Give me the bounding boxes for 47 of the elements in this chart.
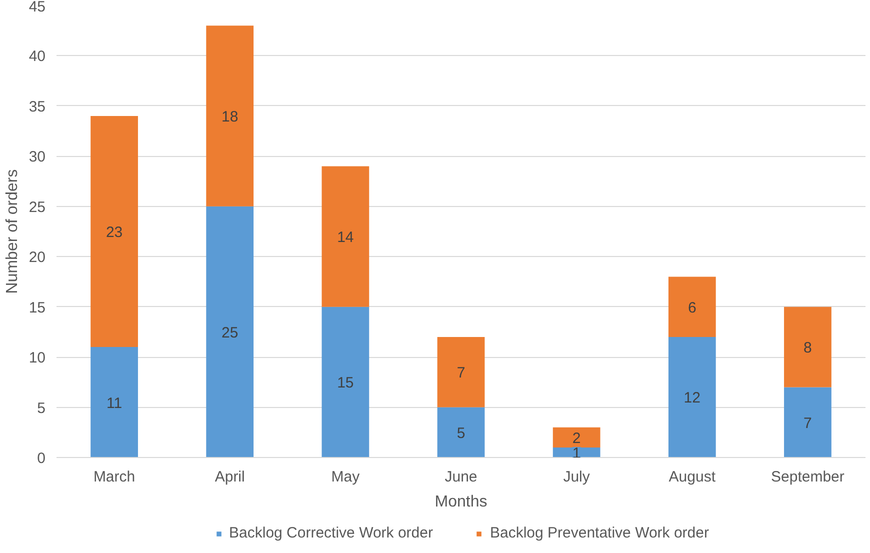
legend-label: Backlog Preventative Work order <box>490 524 709 542</box>
data-label: 25 <box>222 324 238 342</box>
bar <box>668 276 716 337</box>
x-tick-label: August <box>668 468 716 486</box>
data-label: 7 <box>804 414 812 432</box>
x-axis-title: Months <box>434 494 488 510</box>
data-label: 7 <box>456 364 466 382</box>
x-tick-label: March <box>93 468 136 486</box>
data-label: 5 <box>456 424 466 442</box>
bar <box>206 26 254 206</box>
y-tick-label: 0 <box>37 450 46 467</box>
data-label: 6 <box>688 299 696 316</box>
y-axis-title: Number of orders <box>4 169 21 294</box>
y-tick-label: 25 <box>28 198 46 216</box>
bar <box>206 206 254 458</box>
legend-label: Backlog Corrective Work order <box>229 524 433 542</box>
bar <box>552 427 600 448</box>
y-tick-label: 10 <box>28 350 46 367</box>
y-tick-label: 45 <box>28 0 46 16</box>
x-tick-label: April <box>214 468 245 486</box>
data-label: 11 <box>106 394 122 412</box>
bar <box>437 336 485 408</box>
y-tick-label: 20 <box>28 249 46 266</box>
y-tick-label: 35 <box>28 98 46 116</box>
y-tick-label: 5 <box>37 400 46 417</box>
bar <box>437 407 485 458</box>
data-label: 8 <box>804 340 812 357</box>
data-label: 23 <box>106 224 123 241</box>
data-label: 12 <box>684 390 700 407</box>
data-label: 2 <box>572 430 581 447</box>
bar <box>90 116 138 348</box>
data-label: 15 <box>337 374 354 392</box>
y-tick-label: 30 <box>28 148 46 166</box>
bar <box>784 387 832 458</box>
bar <box>668 336 716 458</box>
y-tick-label: 40 <box>28 48 46 66</box>
data-label: 18 <box>222 108 238 126</box>
bar <box>90 347 138 458</box>
x-tick-label: September <box>771 468 844 486</box>
bar <box>322 166 370 307</box>
bar <box>322 306 370 458</box>
x-tick-label: June <box>444 468 478 486</box>
x-tick-label: July <box>563 468 590 486</box>
data-label: 14 <box>337 229 354 246</box>
x-tick-label: May <box>331 468 360 486</box>
bar <box>784 306 832 388</box>
y-tick-label: 15 <box>28 299 46 316</box>
